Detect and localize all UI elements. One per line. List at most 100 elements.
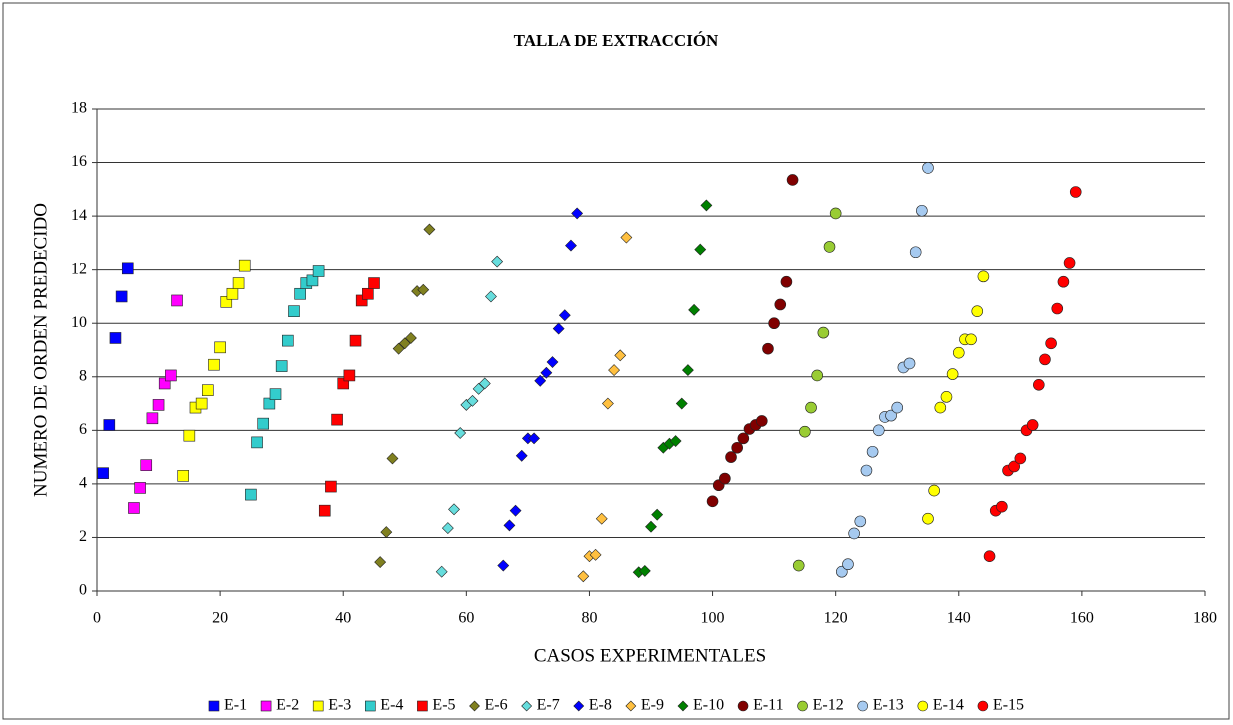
- marker: [719, 472, 731, 485]
- marker: [1045, 337, 1057, 350]
- marker: [195, 397, 208, 410]
- marker: [792, 559, 805, 572]
- marker: [854, 515, 867, 528]
- y-tick-label: 16: [71, 153, 87, 170]
- marker: [768, 317, 780, 330]
- y-tick-label: 2: [79, 528, 87, 545]
- marker: [183, 429, 196, 442]
- legend-marker: [857, 700, 868, 712]
- legend-marker: [737, 700, 749, 712]
- marker: [214, 341, 226, 354]
- marker: [700, 199, 713, 212]
- marker: [257, 417, 270, 430]
- marker: [1008, 460, 1020, 473]
- marker: [472, 382, 485, 395]
- marker: [829, 207, 842, 220]
- marker: [860, 464, 873, 477]
- marker: [577, 570, 590, 583]
- marker: [312, 265, 325, 277]
- marker: [288, 305, 300, 317]
- marker: [922, 512, 934, 525]
- marker: [651, 508, 664, 521]
- marker: [208, 358, 220, 371]
- marker: [405, 332, 417, 344]
- marker: [614, 349, 627, 362]
- marker: [940, 391, 953, 403]
- marker: [171, 294, 183, 307]
- marker: [497, 559, 510, 572]
- marker: [325, 480, 337, 493]
- marker: [140, 459, 153, 471]
- marker: [386, 452, 399, 465]
- marker: [109, 332, 122, 344]
- marker: [688, 303, 701, 316]
- marker: [485, 290, 497, 303]
- marker: [1026, 419, 1039, 431]
- marker: [417, 283, 430, 296]
- marker: [245, 488, 257, 501]
- marker: [903, 357, 916, 370]
- x-tick-label: 120: [824, 610, 848, 627]
- legend-marker: [469, 700, 480, 712]
- marker: [269, 388, 282, 400]
- marker: [177, 470, 189, 482]
- marker: [682, 364, 694, 377]
- marker: [398, 337, 411, 350]
- marker: [620, 231, 633, 244]
- marker: [165, 369, 177, 382]
- marker: [595, 512, 608, 525]
- marker: [1057, 275, 1070, 288]
- legend-marker: [417, 700, 428, 712]
- marker: [608, 364, 620, 377]
- marker: [97, 467, 109, 479]
- legend-label: E-3: [328, 697, 351, 714]
- marker: [565, 239, 577, 252]
- legend-label: E-11: [753, 697, 784, 714]
- marker: [294, 287, 306, 300]
- marker: [146, 412, 159, 425]
- marker: [115, 290, 128, 303]
- marker: [534, 374, 547, 387]
- marker: [823, 241, 836, 253]
- y-tick-label: 12: [71, 260, 87, 277]
- x-tick-label: 40: [335, 610, 351, 627]
- marker: [811, 369, 824, 382]
- legend: E-1 E-2 E-3 E-4 E-5 E-6 E-7 E-8 E-9 E-10 E-11 E-12 E…: [208, 697, 1024, 714]
- marker: [454, 427, 467, 439]
- legend-marker: [917, 700, 929, 712]
- y-tick-label: 6: [79, 421, 87, 438]
- marker: [922, 162, 934, 174]
- marker: [251, 436, 263, 449]
- marker: [552, 322, 565, 335]
- marker: [928, 484, 940, 497]
- legend-label: E-10: [693, 697, 724, 714]
- marker: [380, 526, 393, 539]
- legend-label: E-8: [589, 697, 612, 714]
- marker: [737, 432, 750, 445]
- marker: [1069, 186, 1082, 198]
- marker: [528, 432, 540, 445]
- legend-label: E-2: [276, 697, 299, 714]
- marker: [836, 565, 848, 578]
- marker: [786, 174, 799, 186]
- x-tick-label: 100: [701, 610, 725, 627]
- marker: [916, 204, 928, 217]
- marker: [731, 441, 743, 454]
- marker: [848, 527, 860, 540]
- marker: [952, 346, 965, 359]
- marker: [725, 451, 737, 463]
- marker: [780, 275, 793, 288]
- y-tick-label: 10: [71, 314, 87, 331]
- marker: [977, 270, 990, 283]
- legend-label: E-9: [641, 697, 664, 714]
- marker: [866, 445, 879, 458]
- legend-marker: [677, 700, 689, 712]
- marker: [638, 564, 651, 577]
- marker: [872, 424, 885, 437]
- x-tick-label: 60: [458, 610, 474, 627]
- marker: [331, 413, 343, 426]
- marker: [202, 384, 214, 396]
- marker: [158, 377, 171, 390]
